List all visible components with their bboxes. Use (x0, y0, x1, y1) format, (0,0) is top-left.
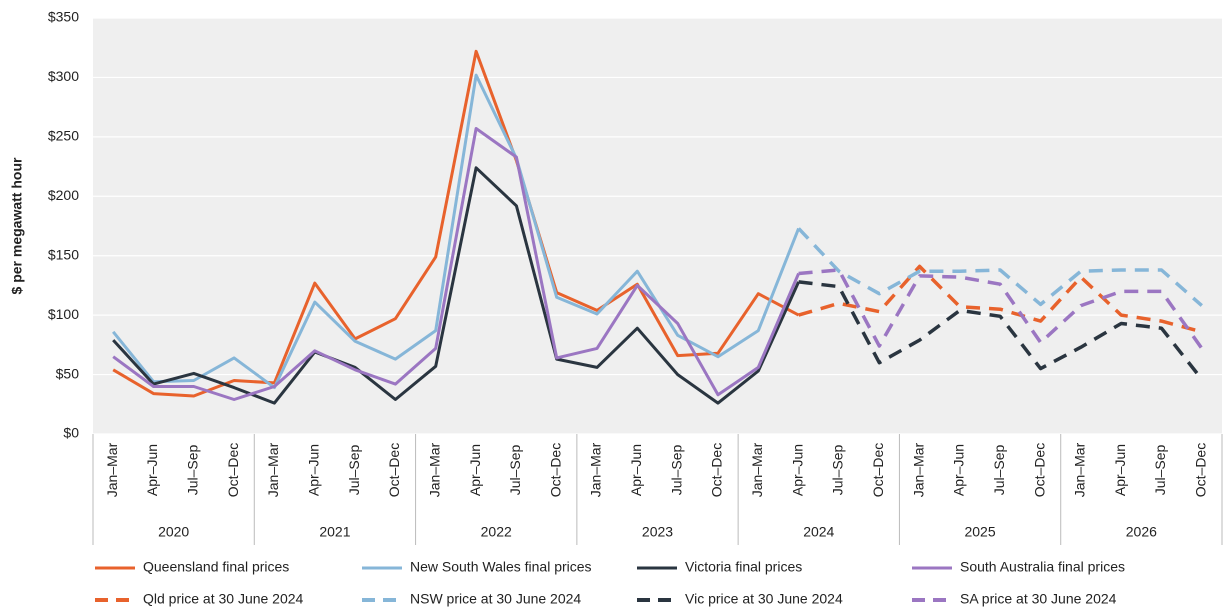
x-tick-label: Oct–Dec (709, 443, 725, 497)
legend-label: New South Wales final prices (410, 559, 592, 575)
x-tick-label: Jan–Mar (104, 442, 120, 497)
legend-label: Vic price at 30 June 2024 (685, 591, 843, 607)
x-tick-label: Apr–Jun (951, 444, 967, 496)
year-label: 2020 (158, 524, 189, 540)
year-label: 2024 (803, 524, 834, 540)
x-tick-label: Apr–Jun (305, 444, 321, 496)
legend-label: Queensland final prices (143, 559, 289, 575)
legend-label: SA price at 30 June 2024 (960, 591, 1117, 607)
x-tick-label: Jul–Sep (346, 444, 362, 495)
y-tick-label: $200 (48, 187, 79, 203)
series-line (798, 264, 1203, 334)
x-tick-label: Oct–Dec (1031, 443, 1047, 497)
y-tick-label: $50 (56, 365, 80, 381)
y-tick-label: $250 (48, 128, 79, 144)
x-tick-label: Oct–Dec (870, 443, 886, 497)
y-tick-label: $100 (48, 306, 79, 322)
x-tick-label: Jan–Mar (265, 442, 281, 497)
x-tick-label: Jul–Sep (991, 444, 1007, 495)
x-tick-label: Apr–Jun (789, 444, 805, 496)
series-line (112, 73, 800, 390)
x-tick-label: Oct–Dec (225, 443, 241, 497)
series-line (112, 49, 800, 398)
x-tick-label: Jan–Mar (749, 442, 765, 497)
x-tick-label: Jul–Sep (668, 444, 684, 495)
y-axis-title: $ per megawatt hour (9, 157, 25, 294)
x-tick-label: Jul–Sep (507, 444, 523, 495)
x-tick-label: Jan–Mar (426, 442, 442, 497)
x-tick-label: Jan–Mar (588, 442, 604, 497)
x-tick-label: Apr–Jun (628, 444, 644, 496)
y-tick-label: $150 (48, 246, 79, 262)
series-line (112, 127, 800, 401)
x-tick-label: Oct–Dec (547, 443, 563, 497)
year-label: 2022 (481, 524, 512, 540)
legend-label: NSW price at 30 June 2024 (410, 591, 581, 607)
legend-label: Qld price at 30 June 2024 (143, 591, 304, 607)
x-tick-label: Jan–Mar (910, 442, 926, 497)
series-line (797, 227, 1203, 307)
x-tick-label: Apr–Jun (467, 444, 483, 496)
x-tick-label: Jul–Sep (830, 444, 846, 495)
series-line (798, 280, 1204, 381)
year-label: 2025 (964, 524, 995, 540)
x-tick-label: Jul–Sep (1152, 444, 1168, 495)
series-line (798, 268, 1204, 350)
year-label: 2023 (642, 524, 673, 540)
x-tick-label: Apr–Jun (1112, 444, 1128, 496)
plot-background (93, 18, 1222, 434)
legend-label: South Australia final prices (960, 559, 1125, 575)
x-tick-label: Jan–Mar (1072, 442, 1088, 497)
legend-label: Victoria final prices (685, 559, 802, 575)
series-line (112, 166, 800, 405)
x-tick-label: Apr–Jun (144, 444, 160, 496)
y-tick-label: $350 (48, 9, 79, 25)
x-tick-label: Jul–Sep (185, 444, 201, 495)
y-tick-label: $300 (48, 68, 79, 84)
year-label: 2021 (319, 524, 350, 540)
year-label: 2026 (1126, 524, 1157, 540)
x-tick-label: Oct–Dec (386, 443, 402, 497)
y-tick-label: $0 (63, 425, 79, 441)
x-tick-label: Oct–Dec (1193, 443, 1209, 497)
